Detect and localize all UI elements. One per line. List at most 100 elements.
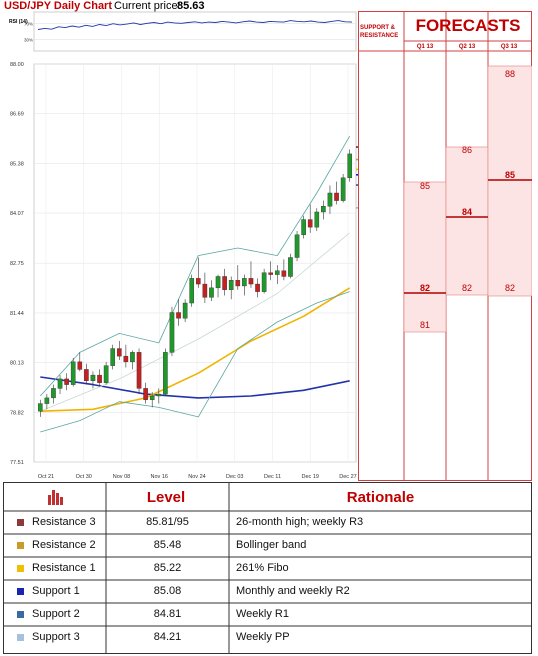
q2-forecast-high: 86	[461, 145, 472, 155]
price-y-tick-label: 77.51	[10, 460, 24, 466]
candle	[90, 374, 96, 382]
table-row: Support 2 84.81 Weekly R1	[3, 603, 532, 626]
table-header-level: Level	[146, 489, 186, 506]
table-row: Resistance 1 85.22 261% Fibo	[3, 557, 532, 580]
level-name: Resistance 1	[32, 562, 96, 574]
table-header-rationale: Rationale	[346, 489, 415, 506]
q2-forecast-low: 82	[461, 283, 472, 293]
price-y-ticks: 88.00 86.69 85.38 84.07 82.75 81.44 80.13 78.82…	[10, 62, 24, 466]
level-name: Support 3	[32, 631, 80, 643]
level-name: Resistance 2	[32, 539, 96, 551]
candle	[37, 403, 43, 412]
candle	[57, 378, 63, 389]
price-x-tick-label: Dec 03	[226, 474, 243, 480]
level-name: Resistance 3	[32, 516, 96, 528]
candle	[64, 378, 69, 385]
quarter-header-q1: Q1 13	[416, 44, 434, 50]
price-y-tick-label: 82.75	[10, 261, 24, 267]
candle	[327, 192, 333, 207]
price-x-tick-label: Oct 21	[38, 474, 54, 480]
candle	[136, 352, 142, 389]
candle	[110, 348, 116, 366]
candle	[340, 177, 346, 201]
level-rationale: Weekly PP	[236, 631, 290, 643]
quarter-header-q3: Q3 13	[500, 44, 518, 50]
price-y-tick-label: 86.69	[10, 112, 24, 118]
indicator-line	[40, 135, 351, 397]
candle	[347, 153, 353, 179]
candle	[130, 352, 135, 363]
level-value: 85.22	[153, 562, 182, 574]
price-y-tick-label: 85.38	[10, 161, 24, 167]
rsi-series	[37, 20, 353, 30]
forecast-panel	[358, 11, 532, 481]
candle	[268, 272, 274, 275]
price-x-tick-label: Nov 08	[113, 474, 130, 480]
level-name: Support 1	[32, 585, 80, 597]
support-resistance-header: SUPPORT & RESISTANCE	[360, 25, 399, 39]
q1-forecast-high: 85	[419, 181, 430, 191]
table-row: Support 1 85.08 Monthly and weekly R2	[3, 580, 532, 603]
candle	[176, 312, 181, 319]
rsi-grid: 70% 30%	[24, 22, 356, 42]
candle	[288, 257, 293, 277]
candle	[301, 219, 306, 235]
current-price-label: Current price:	[114, 0, 181, 12]
q2-range-box	[445, 146, 489, 296]
candle	[228, 280, 234, 290]
q1-forecast-mid: 82	[419, 283, 430, 293]
indicator-line	[40, 287, 351, 412]
current-price-value: 85.63	[177, 0, 205, 12]
price-x-tick-label: Dec 11	[264, 474, 281, 480]
price-y-tick-label: 78.82	[10, 410, 24, 416]
level-value: 84.81	[153, 608, 182, 620]
table-row: Resistance 2 85.48 Bollinger band	[3, 534, 532, 557]
level-value: 84.21	[153, 631, 182, 643]
level-color-swatch	[17, 542, 24, 549]
candle	[334, 192, 339, 201]
candles	[37, 149, 353, 417]
price-x-tick-label: Dec 27	[339, 474, 356, 480]
price-y-tick-label: 84.07	[10, 211, 24, 217]
price-x-ticks: Oct 21 Oct 30 Nov 08 Nov 16 Nov 24 Dec 03 Dec …	[38, 474, 357, 480]
level-rationale: 26-month high; weekly R3	[236, 516, 364, 528]
rsi-frame	[33, 11, 357, 52]
level-color-swatch	[17, 611, 24, 618]
level-value: 85.08	[153, 585, 182, 597]
price-x-tick-label: Nov 24	[188, 474, 205, 480]
q2-forecast-mid: 84	[461, 207, 472, 217]
candle	[209, 287, 214, 298]
level-value: 85.48	[153, 539, 182, 551]
level-value: 85.81/95	[146, 516, 189, 528]
q3-forecast-mid: 85	[504, 170, 515, 180]
rsi-title: RSI (14)	[9, 19, 28, 25]
rsi-y-tick-label: 70%	[24, 22, 33, 27]
forecasts-title: FORECASTS	[415, 16, 521, 35]
level-rationale: Monthly and weekly R2	[236, 585, 350, 597]
candle	[242, 278, 247, 287]
level-rationale: Bollinger band	[236, 539, 307, 551]
price-x-tick-label: Oct 30	[76, 474, 92, 480]
candle	[149, 395, 155, 400]
q1-range-box	[403, 181, 447, 333]
quarter-header-q2: Q2 13	[458, 44, 476, 50]
candle	[189, 278, 195, 304]
rsi-line	[37, 20, 353, 30]
q3-range-box	[487, 65, 532, 297]
price-y-tick-label: 81.44	[10, 311, 24, 317]
level-color-swatch	[17, 588, 24, 595]
candle	[235, 280, 241, 287]
price-y-tick-label: 80.13	[10, 361, 24, 367]
level-color-swatch	[17, 634, 24, 641]
bar-chart-icon	[48, 490, 63, 505]
level-name: Support 2	[32, 608, 80, 620]
candle	[202, 283, 208, 298]
indicator-lines	[40, 135, 351, 433]
q3-forecast-high: 88	[504, 69, 515, 79]
q1-forecast-low: 81	[419, 320, 430, 330]
price-x-tick-label: Dec 19	[302, 474, 319, 480]
candle	[51, 388, 56, 399]
level-rationale: Weekly R1	[236, 608, 289, 620]
candle	[314, 211, 320, 228]
rsi-y-tick-label: 30%	[24, 37, 33, 42]
